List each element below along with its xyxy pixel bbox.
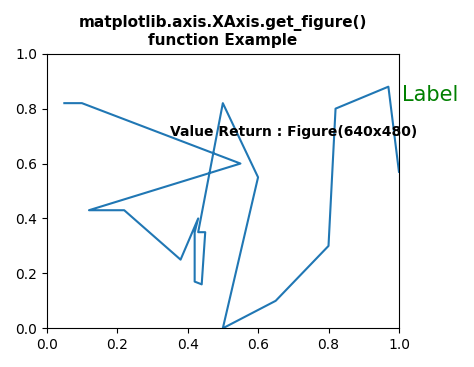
Title: matplotlib.axis.XAxis.get_figure()
function Example: matplotlib.axis.XAxis.get_figure() funct… [79, 15, 367, 48]
Text: Value Return : Figure(640x480): Value Return : Figure(640x480) [170, 125, 417, 139]
Text: Label: Label [402, 85, 459, 105]
